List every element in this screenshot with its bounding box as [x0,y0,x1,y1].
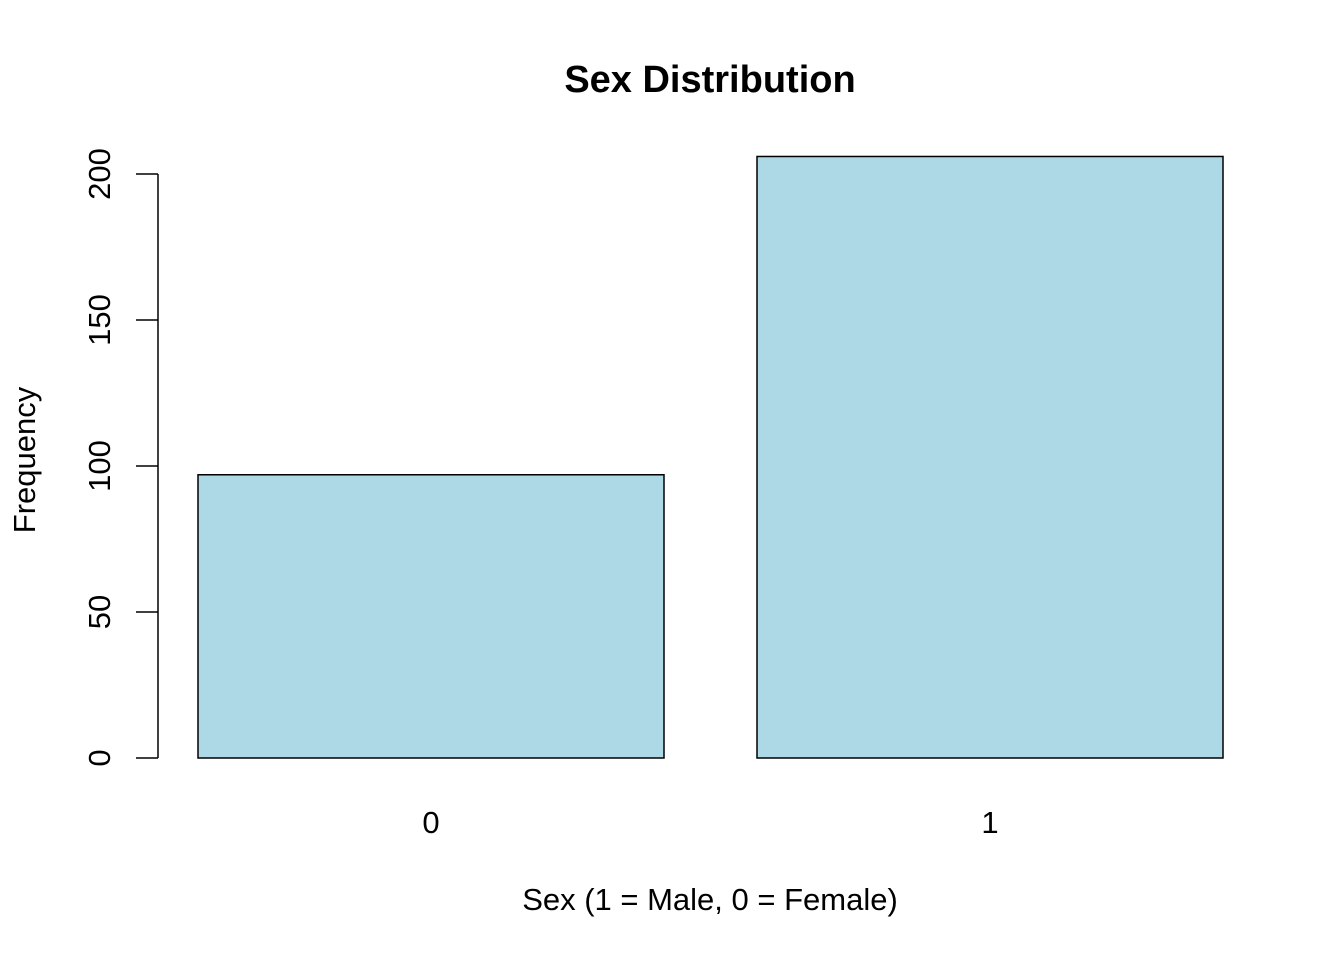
y-axis-label: Frequency [7,386,42,533]
y-tick-label: 0 [82,749,117,766]
bars-group [197,155,1224,759]
y-tick-label: 200 [82,148,117,200]
y-tick-label: 50 [82,595,117,629]
bar-0 [197,474,665,759]
chart-title: Sex Distribution [564,59,855,101]
x-axis-label: Sex (1 = Male, 0 = Female) [522,882,898,917]
bar-1 [756,155,1224,759]
y-axis: 0 50 100 150 200 [82,148,159,767]
x-tick-label-0: 0 [422,805,439,840]
x-tick-label-1: 1 [981,805,998,840]
y-tick-label: 150 [82,294,117,346]
y-tick-label: 100 [82,440,117,492]
